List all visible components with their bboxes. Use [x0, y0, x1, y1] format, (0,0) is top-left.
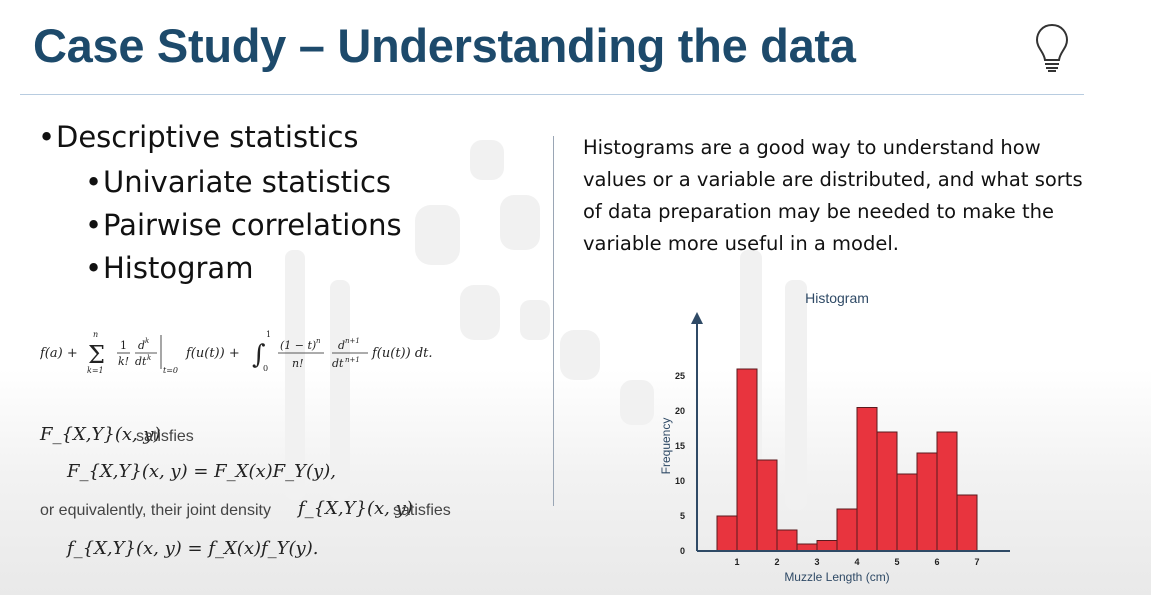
svg-text:0: 0	[263, 364, 268, 373]
svg-text:n: n	[316, 337, 321, 345]
chart-title: Histogram	[805, 290, 869, 306]
x-tick-label: 7	[974, 557, 979, 567]
svg-text:k: k	[147, 354, 151, 362]
svg-text:t=0: t=0	[163, 366, 178, 375]
histogram-bar	[776, 529, 798, 552]
slide-title: Case Study – Understanding the data	[33, 19, 856, 72]
y-tick-label: 20	[675, 406, 685, 416]
y-tick-label: 5	[680, 511, 685, 521]
lightbulb-icon	[1035, 23, 1069, 72]
joint-cdf: F_{X,Y}(x, y)	[40, 424, 161, 445]
svg-text:n: n	[93, 330, 98, 339]
description-paragraph: Histograms are a good way to understand …	[583, 136, 1083, 255]
histogram-bar	[736, 368, 758, 552]
x-tick-label: 1	[734, 557, 739, 567]
cdf-product-equation: F_{X,Y}(x, y) = F_X(x)F_Y(y),	[67, 461, 336, 482]
title-divider	[20, 94, 1084, 95]
bullet-level2: •Univariate statistics	[85, 165, 392, 199]
svg-text:d: d	[138, 339, 145, 352]
taylor-formula-text: f(a) + Σ_{k=1}^{n} (1/k!) (d^k/dt^k) f(u…	[0, 0, 1, 1]
svg-text:dt: dt	[332, 357, 344, 370]
svg-text:k!: k!	[118, 355, 129, 368]
x-tick-label: 2	[774, 557, 779, 567]
svg-text:n!: n!	[292, 357, 304, 370]
svg-text:dt: dt	[135, 355, 147, 368]
svg-text:f(u(t)) dt.: f(u(t)) dt.	[371, 346, 433, 361]
svg-text:n+1: n+1	[345, 356, 360, 364]
x-tick-label: 6	[934, 557, 939, 567]
or-equivalently-text: or equivalently, their joint density	[40, 502, 271, 519]
histogram-bar	[896, 473, 918, 552]
histogram-bar	[756, 459, 778, 552]
pdf-product-equation: f_{X,Y}(x, y) = f_X(x)f_Y(y).	[67, 538, 319, 559]
svg-text:f(a) +: f(a) +	[40, 346, 78, 361]
histogram-bar	[796, 543, 818, 552]
satisfies-label: satisfies	[393, 502, 451, 519]
histogram-bar	[956, 494, 978, 552]
column-divider	[553, 136, 554, 506]
x-axis-label: Muzzle Length (cm)	[784, 570, 889, 584]
histogram-bar	[876, 431, 898, 552]
bullet-level2: •Histogram	[85, 251, 254, 285]
svg-text:k: k	[145, 337, 149, 345]
y-axis-arrow	[691, 312, 703, 324]
y-tick-label: 25	[675, 371, 685, 381]
svg-text:Σ: Σ	[88, 341, 105, 369]
svg-text:(1 − t): (1 − t)	[280, 339, 316, 352]
svg-text:d: d	[338, 339, 345, 352]
histogram-chart: Histogram 1 2 3 4 5 6 7 0 5 10 15 20 25 Muzzle Length …	[659, 290, 1010, 584]
y-tick-label: 15	[675, 441, 685, 451]
x-tick-label: 3	[814, 557, 819, 567]
histogram-bar	[816, 540, 838, 552]
histogram-bar	[856, 407, 878, 552]
svg-text:n+1: n+1	[345, 337, 360, 345]
svg-text:1: 1	[120, 339, 127, 352]
histogram-bar	[836, 508, 858, 552]
joint-pdf: f_{X,Y}(x, y)	[298, 498, 413, 519]
histogram-bar	[716, 515, 738, 552]
bullet-level1: •Descriptive statistics	[38, 120, 359, 154]
bullet-level2: •Pairwise correlations	[85, 208, 402, 242]
x-tick-label: 4	[854, 557, 859, 567]
histogram-bar	[916, 452, 938, 552]
svg-text:∫: ∫	[252, 340, 266, 370]
y-axis-label: Frequency	[659, 418, 673, 475]
histogram-bar	[936, 431, 958, 552]
svg-text:f(u(t)) +: f(u(t)) +	[185, 346, 240, 361]
y-tick-label: 0	[680, 546, 685, 556]
svg-text:k=1: k=1	[87, 366, 104, 375]
y-tick-label: 10	[675, 476, 685, 486]
x-tick-label: 5	[894, 557, 899, 567]
satisfies-label: satisfies	[136, 428, 194, 445]
svg-text:1: 1	[266, 330, 271, 339]
